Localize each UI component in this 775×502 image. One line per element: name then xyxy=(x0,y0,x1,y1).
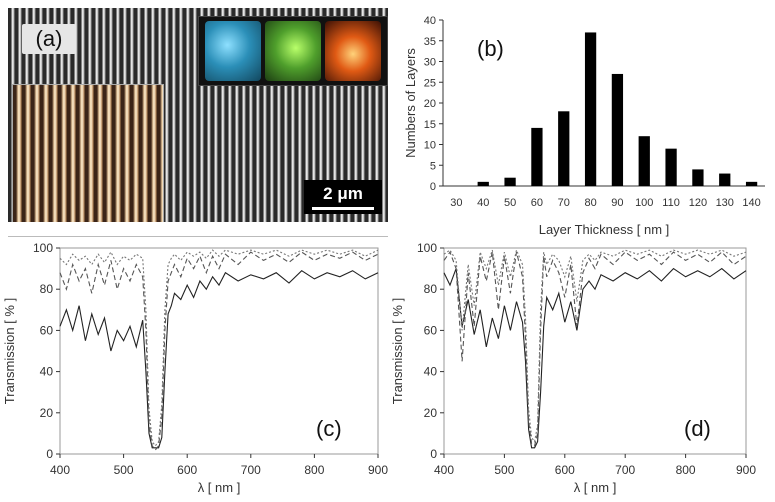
x-tick-label: 400 xyxy=(434,463,454,477)
panel-a-divider xyxy=(8,228,388,237)
x-tick-label: 100 xyxy=(635,197,653,209)
x-tick-label: 120 xyxy=(689,197,707,209)
y-tick-label: 40 xyxy=(424,15,436,27)
x-tick-label: 30 xyxy=(450,197,462,209)
transmission-line-dotted xyxy=(59,249,379,447)
y-tick-label: 0 xyxy=(430,447,437,461)
y-tick-label: 10 xyxy=(424,140,436,152)
x-tick-label: 500 xyxy=(494,463,514,477)
x-tick-label: 130 xyxy=(716,197,734,209)
x-tick-label: 600 xyxy=(555,463,575,477)
y-axis-label: Transmission [ % ] xyxy=(2,298,17,404)
y-tick-label: 15 xyxy=(424,119,436,131)
x-tick-label: 50 xyxy=(504,197,516,209)
panel-label: (d) xyxy=(684,416,711,441)
y-tick-label: 80 xyxy=(424,282,438,296)
x-tick-label: 900 xyxy=(368,463,388,477)
transmission-line-dashed xyxy=(59,251,379,451)
y-tick-label: 60 xyxy=(40,323,54,337)
y-tick-label: 40 xyxy=(424,365,438,379)
scale-bar-line xyxy=(312,207,374,210)
orange-sample-photo xyxy=(325,21,381,81)
blue-sample-photo xyxy=(205,21,261,81)
panel-label: (c) xyxy=(316,416,342,441)
y-tick-label: 100 xyxy=(33,241,53,255)
scale-bar-label: 2 μm xyxy=(323,184,363,203)
y-tick-label: 100 xyxy=(417,241,437,255)
panel-d-transmission-chart: 0 20 40 60 80 100 400 500 600 700 800 900 λ [ nm ] Tr… xyxy=(390,241,756,495)
x-tick-label: 80 xyxy=(584,197,596,209)
x-tick-label: 60 xyxy=(531,197,543,209)
x-tick-label: 400 xyxy=(50,463,70,477)
histogram-bar xyxy=(719,173,731,186)
scale-bar: 2 μm xyxy=(304,180,382,214)
histogram-bar xyxy=(611,73,624,186)
x-tick-label: 800 xyxy=(304,463,324,477)
x-tick-label: 90 xyxy=(611,197,623,209)
x-tick-label: 800 xyxy=(676,463,696,477)
histogram-bar xyxy=(558,111,570,186)
x-tick-label: 700 xyxy=(615,463,635,477)
histogram-bar xyxy=(692,169,704,186)
histogram-bar xyxy=(504,177,516,186)
optical-micrograph-inset xyxy=(12,84,164,222)
x-tick-label: 600 xyxy=(177,463,197,477)
x-tick-label: 700 xyxy=(241,463,261,477)
panel-c-transmission-chart: 0 20 40 60 80 100 400 500 600 700 800 900 λ [ nm ] Tr… xyxy=(2,241,388,495)
y-tick-label: 20 xyxy=(40,406,54,420)
transmission-line-solid xyxy=(443,267,747,449)
histogram-bar xyxy=(638,136,650,186)
y-tick-label: 60 xyxy=(424,323,438,337)
y-tick-label: 40 xyxy=(40,365,54,379)
transmission-line-solid xyxy=(59,270,379,449)
y-tick-label: 0 xyxy=(430,181,436,193)
histogram-bar xyxy=(665,148,677,186)
y-tick-label: 20 xyxy=(424,98,436,110)
y-tick-label: 80 xyxy=(40,282,54,296)
panel-a-sem-image: 2 μm (a) xyxy=(8,8,388,222)
green-sample-photo xyxy=(265,21,321,81)
y-tick-label: 0 xyxy=(46,447,53,461)
x-axis-label: Layer Thickness [ nm ] xyxy=(539,222,670,237)
y-tick-label: 35 xyxy=(424,36,436,48)
x-axis-label: λ [ nm ] xyxy=(574,480,617,495)
x-tick-label: 110 xyxy=(662,197,680,209)
histogram-bar xyxy=(584,32,597,187)
y-tick-label: 25 xyxy=(424,77,436,89)
x-tick-label: 140 xyxy=(742,197,760,209)
histogram-bar xyxy=(477,181,489,186)
plot-frame xyxy=(59,247,379,455)
sample-photos-inset xyxy=(198,16,388,86)
x-tick-label: 500 xyxy=(114,463,134,477)
x-tick-label: 40 xyxy=(477,197,489,209)
panel-b-histogram: 0 5 10 15 20 25 30 35 40 30 40 50 60 70 80 90 100 110 120 1… xyxy=(403,15,765,237)
y-tick-label: 30 xyxy=(424,57,436,69)
panel-a-label: (a) xyxy=(22,24,76,54)
x-axis-label: λ [ nm ] xyxy=(198,480,241,495)
histogram-bar xyxy=(745,181,758,186)
x-tick-label: 900 xyxy=(736,463,756,477)
y-axis-label: Numbers of Layers xyxy=(403,48,418,158)
histogram-bar xyxy=(531,127,543,186)
plot-frame xyxy=(443,247,747,455)
y-tick-label: 5 xyxy=(430,160,436,172)
x-tick-label: 70 xyxy=(558,197,570,209)
transmission-line-dotted xyxy=(443,248,747,443)
y-tick-label: 20 xyxy=(424,406,438,420)
panel-b-label: (b) xyxy=(477,36,504,61)
transmission-line-dashed xyxy=(443,250,747,447)
y-axis-label: Transmission [ % ] xyxy=(390,298,405,404)
